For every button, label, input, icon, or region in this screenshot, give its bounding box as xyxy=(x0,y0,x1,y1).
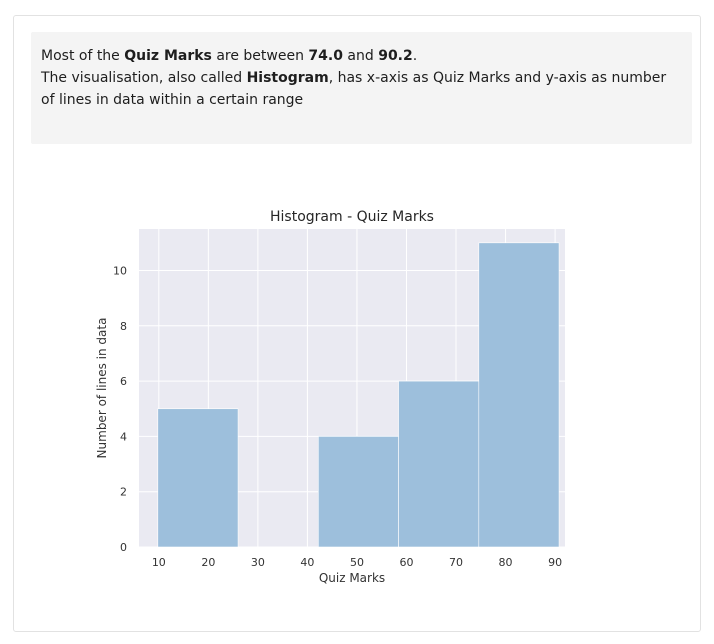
histogram-bar xyxy=(318,436,399,548)
chart-title: Histogram - Quiz Marks xyxy=(270,209,434,225)
histogram-bar xyxy=(157,408,239,548)
histogram-svg: Histogram - Quiz Marks 10 20 30 40 50 60 70 80 9… xyxy=(95,209,565,585)
summary-line-1: Most of the Quiz Marks are between 74.0 … xyxy=(41,45,682,67)
histogram-bar xyxy=(478,242,560,548)
x-tick-label: 60 xyxy=(399,556,413,569)
visualisation-type: Histogram xyxy=(246,70,329,86)
x-tick-label: 30 xyxy=(251,556,265,569)
summary-text: and xyxy=(342,48,379,64)
y-tick-label: 4 xyxy=(120,430,127,443)
x-tick-label: 70 xyxy=(449,556,463,569)
result-card: Most of the Quiz Marks are between 74.0 … xyxy=(13,15,701,632)
x-tick-label: 40 xyxy=(300,556,314,569)
x-tick-label: 90 xyxy=(548,556,562,569)
summary-line-2: The visualisation, also called Histogram… xyxy=(41,67,682,111)
summary-text: , has x-axis as Quiz Marks and y-axis as… xyxy=(41,70,667,108)
x-axis-label: Quiz Marks xyxy=(319,571,385,585)
x-tick-label: 20 xyxy=(201,556,215,569)
summary-text: are between xyxy=(211,48,309,64)
y-tick-labels: 0 2 4 6 8 10 xyxy=(113,264,127,554)
x-tick-label: 50 xyxy=(350,556,364,569)
y-tick-label: 10 xyxy=(113,264,127,277)
summary-box: Most of the Quiz Marks are between 74.0 … xyxy=(31,32,692,144)
y-tick-label: 6 xyxy=(120,375,127,388)
histogram-bar xyxy=(398,380,480,548)
summary-text: . xyxy=(412,48,418,64)
range-high: 90.2 xyxy=(378,48,413,64)
y-tick-label: 0 xyxy=(120,541,127,554)
range-low: 74.0 xyxy=(308,48,343,64)
summary-text: The visualisation, also called xyxy=(41,70,247,86)
field-name: Quiz Marks xyxy=(124,48,212,64)
x-tick-labels: 10 20 30 40 50 60 70 80 90 xyxy=(152,556,562,569)
y-tick-label: 8 xyxy=(120,320,127,333)
y-tick-label: 2 xyxy=(120,486,127,499)
x-tick-label: 10 xyxy=(152,556,166,569)
bars xyxy=(157,242,560,548)
x-tick-label: 80 xyxy=(499,556,513,569)
histogram-chart: Histogram - Quiz Marks 10 20 30 40 50 60 70 80 9… xyxy=(94,202,594,602)
y-axis-label: Number of lines in data xyxy=(95,318,109,459)
summary-text: Most of the xyxy=(41,48,125,64)
